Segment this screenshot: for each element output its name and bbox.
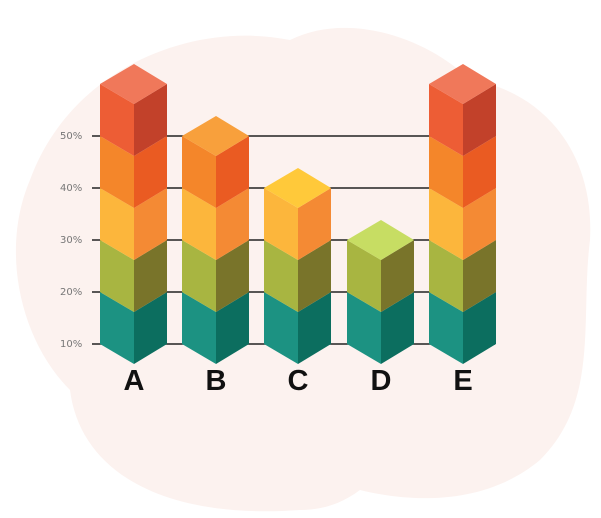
segment-front-face (347, 292, 381, 364)
segment-front-face (100, 188, 134, 260)
bar-c (264, 168, 331, 364)
bar-d (347, 220, 414, 364)
bar-segment (264, 240, 331, 312)
segment-side-face (134, 292, 167, 364)
bar-segment (429, 292, 496, 364)
category-label-b: B (206, 365, 227, 397)
bar-b (182, 116, 249, 364)
segment-side-face (298, 188, 331, 260)
bar-segment (429, 64, 496, 156)
bar-e (429, 64, 496, 364)
bar-segment (182, 292, 249, 364)
segment-front-face (429, 136, 463, 208)
y-tick-label: 40% (60, 183, 82, 194)
y-tick-label: 20% (60, 287, 82, 298)
category-label-d: D (371, 365, 392, 397)
bar-segment (347, 220, 414, 312)
segment-front-face (429, 84, 463, 156)
y-tick-label: 50% (60, 131, 82, 142)
segment-side-face (381, 240, 414, 312)
bar-segment (100, 240, 167, 312)
segment-top-face (429, 64, 496, 104)
segment-side-face (463, 240, 496, 312)
bar-segment (182, 116, 249, 208)
segment-front-face (182, 136, 216, 208)
segment-front-face (100, 84, 134, 156)
segment-front-face (429, 292, 463, 364)
bar-segment (182, 188, 249, 260)
bar-segment (264, 168, 331, 260)
segment-side-face (463, 84, 496, 156)
segment-side-face (216, 240, 249, 312)
bar-a (100, 64, 167, 364)
segment-side-face (134, 84, 167, 156)
bar-segment (100, 292, 167, 364)
category-labels: A B C D E (124, 365, 473, 397)
bar-segment (429, 136, 496, 208)
segment-front-face (100, 292, 134, 364)
segment-side-face (381, 292, 414, 364)
segment-front-face (182, 292, 216, 364)
category-label-c: C (288, 365, 309, 397)
bar-segment (100, 64, 167, 156)
segment-front-face (264, 292, 298, 364)
segment-front-face (182, 188, 216, 260)
category-label-e: E (453, 365, 472, 397)
segment-side-face (298, 240, 331, 312)
segment-side-face (216, 292, 249, 364)
bar-segment (100, 188, 167, 260)
bar-segment (182, 240, 249, 312)
segment-top-face (264, 168, 331, 208)
segment-front-face (100, 240, 134, 312)
segment-top-face (100, 64, 167, 104)
segment-front-face (182, 240, 216, 312)
y-axis-tick-labels: 10% 20% 30% 40% 50% (60, 131, 82, 350)
segment-side-face (463, 136, 496, 208)
y-tick-label: 30% (60, 235, 82, 246)
y-tick-label: 10% (60, 339, 82, 350)
bar-segment (264, 292, 331, 364)
segment-top-face (347, 220, 414, 260)
segment-front-face (347, 240, 381, 312)
segment-side-face (216, 136, 249, 208)
segment-side-face (298, 292, 331, 364)
segment-side-face (134, 240, 167, 312)
segment-side-face (134, 136, 167, 208)
segment-front-face (429, 188, 463, 260)
segment-side-face (463, 292, 496, 364)
bar-segment (429, 188, 496, 260)
bars (100, 64, 496, 364)
segment-side-face (216, 188, 249, 260)
segment-side-face (134, 188, 167, 260)
bar-segment (347, 292, 414, 364)
segment-top-face (182, 116, 249, 156)
segment-front-face (264, 240, 298, 312)
bar-segment (100, 136, 167, 208)
segment-side-face (463, 188, 496, 260)
bar-segment (429, 240, 496, 312)
segment-front-face (264, 188, 298, 260)
segment-front-face (429, 240, 463, 312)
category-label-a: A (124, 365, 145, 397)
segment-front-face (100, 136, 134, 208)
